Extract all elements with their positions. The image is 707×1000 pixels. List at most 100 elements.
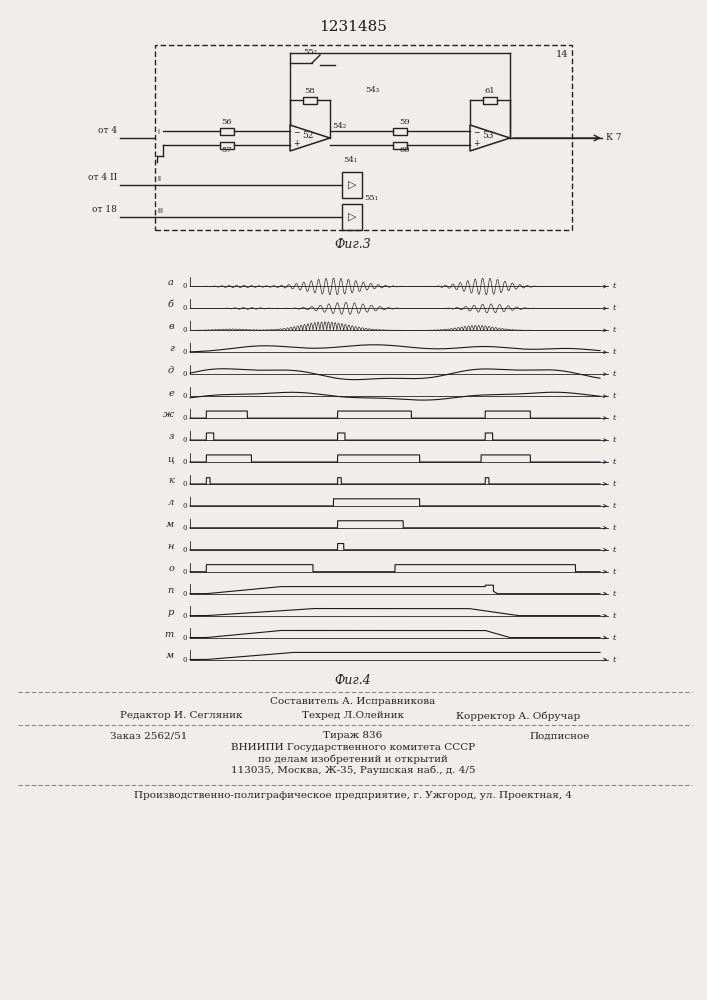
Text: t: t xyxy=(613,480,617,488)
Bar xyxy=(342,172,362,198)
Text: ▷: ▷ xyxy=(348,212,356,222)
Text: 54₃: 54₃ xyxy=(365,86,379,94)
Text: 0: 0 xyxy=(182,458,187,466)
Text: м: м xyxy=(166,520,174,529)
Text: +: + xyxy=(293,139,299,148)
Text: t: t xyxy=(613,304,617,312)
Text: t: t xyxy=(613,392,617,400)
Text: 0: 0 xyxy=(182,392,187,400)
Text: 59: 59 xyxy=(399,118,410,126)
Text: t: t xyxy=(613,348,617,356)
Text: Фиг.3: Фиг.3 xyxy=(334,238,371,251)
Text: t: t xyxy=(613,282,617,290)
Text: 0: 0 xyxy=(182,590,187,598)
Text: з: з xyxy=(169,432,174,441)
Text: к: к xyxy=(168,476,174,485)
Text: +: + xyxy=(473,139,479,148)
Text: г: г xyxy=(169,344,174,353)
Text: Подписное: Подписное xyxy=(530,732,590,740)
Text: от 18: от 18 xyxy=(92,205,117,214)
Text: ВНИИПИ Государственного комитета СССР: ВНИИПИ Государственного комитета СССР xyxy=(231,744,475,752)
Text: ц: ц xyxy=(168,454,174,463)
Text: t: t xyxy=(613,436,617,444)
Bar xyxy=(303,97,317,104)
Text: д: д xyxy=(168,366,174,375)
Text: 56: 56 xyxy=(221,118,232,126)
Text: 0: 0 xyxy=(182,348,187,356)
Text: б: б xyxy=(168,300,174,309)
Text: н: н xyxy=(168,542,174,551)
Text: Тираж 836: Тираж 836 xyxy=(323,732,382,740)
Text: Заказ 2562/51: Заказ 2562/51 xyxy=(110,732,187,740)
Text: о: о xyxy=(168,564,174,573)
Text: 0: 0 xyxy=(182,414,187,422)
Text: 54₂: 54₂ xyxy=(332,122,346,130)
Text: t: t xyxy=(613,634,617,642)
Text: 0: 0 xyxy=(182,502,187,510)
Text: t: t xyxy=(613,414,617,422)
Text: а: а xyxy=(168,278,174,287)
Text: t: t xyxy=(613,370,617,378)
Text: л: л xyxy=(168,498,174,507)
Text: 54₁: 54₁ xyxy=(343,156,357,164)
Text: 58: 58 xyxy=(305,87,315,95)
Text: ▷: ▷ xyxy=(348,180,356,190)
Text: от 4: от 4 xyxy=(98,126,117,135)
Text: t: t xyxy=(613,524,617,532)
Text: Техред Л.Олейник: Техред Л.Олейник xyxy=(302,712,404,720)
Text: II: II xyxy=(157,176,161,182)
Text: t: t xyxy=(613,656,617,664)
Text: р: р xyxy=(168,608,174,617)
Text: 61: 61 xyxy=(485,87,496,95)
Text: м: м xyxy=(166,651,174,660)
Text: 0: 0 xyxy=(182,326,187,334)
Bar xyxy=(219,127,233,134)
Text: 0: 0 xyxy=(182,436,187,444)
Text: 0: 0 xyxy=(182,480,187,488)
Text: t: t xyxy=(613,326,617,334)
Text: т: т xyxy=(165,630,174,639)
Text: Составитель А. Исправникова: Составитель А. Исправникова xyxy=(270,698,436,706)
Text: t: t xyxy=(613,502,617,510)
Text: от 4 II: от 4 II xyxy=(88,173,117,182)
Text: по делам изобретений и открытий: по делам изобретений и открытий xyxy=(258,754,448,764)
Text: 113035, Москва, Ж-35, Раушская наб., д. 4/5: 113035, Москва, Ж-35, Раушская наб., д. … xyxy=(230,765,475,775)
Bar xyxy=(219,141,233,148)
Text: 55₁: 55₁ xyxy=(364,194,378,202)
Text: 55₂: 55₂ xyxy=(303,48,317,56)
Text: III: III xyxy=(157,208,163,214)
Text: п: п xyxy=(168,586,174,595)
Text: t: t xyxy=(613,590,617,598)
Text: Производственно-полиграфическое предприятие, г. Ужгород, ул. Проектная, 4: Производственно-полиграфическое предприя… xyxy=(134,790,572,800)
Text: t: t xyxy=(613,612,617,620)
Text: 52: 52 xyxy=(303,131,314,140)
Text: 0: 0 xyxy=(182,612,187,620)
Text: е: е xyxy=(168,389,174,398)
Text: 1231485: 1231485 xyxy=(319,20,387,34)
Bar xyxy=(393,141,407,148)
Text: Редактор И. Сегляник: Редактор И. Сегляник xyxy=(120,712,243,720)
Text: 0: 0 xyxy=(182,370,187,378)
Text: 0: 0 xyxy=(182,282,187,290)
Text: 53: 53 xyxy=(482,131,493,140)
Text: t: t xyxy=(613,568,617,576)
Text: 14: 14 xyxy=(556,50,568,59)
Text: 0: 0 xyxy=(182,304,187,312)
Text: 57: 57 xyxy=(221,146,232,154)
Text: Корректор А. Обручар: Корректор А. Обручар xyxy=(456,711,580,721)
Text: 0: 0 xyxy=(182,634,187,642)
Bar xyxy=(483,97,497,104)
Bar xyxy=(342,204,362,230)
Text: в: в xyxy=(168,322,174,331)
Text: −: − xyxy=(293,128,299,137)
Text: 0: 0 xyxy=(182,524,187,532)
Text: ж: ж xyxy=(163,410,174,419)
Text: −: − xyxy=(473,128,479,137)
Text: t: t xyxy=(613,458,617,466)
Text: 0: 0 xyxy=(182,546,187,554)
Text: I: I xyxy=(157,129,159,135)
Text: t: t xyxy=(613,546,617,554)
Text: 60: 60 xyxy=(399,146,410,154)
Text: К 7: К 7 xyxy=(606,133,621,142)
Bar xyxy=(393,127,407,134)
